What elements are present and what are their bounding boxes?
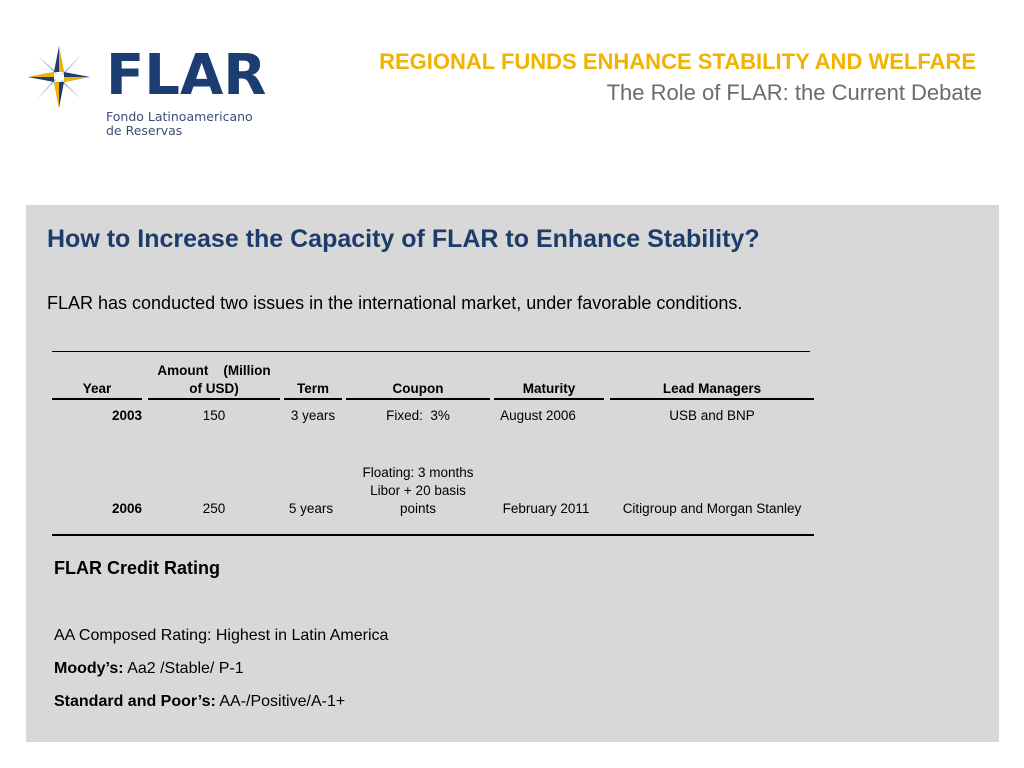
logo-subtitle-line2: de Reservas	[106, 123, 183, 138]
header-amount-line2: of USD)	[189, 381, 239, 396]
row2-maturity: February 2011	[502, 501, 590, 516]
header-rule-lead-managers	[610, 398, 814, 400]
compass-star-icon	[28, 46, 90, 108]
header-coupon: Coupon	[392, 381, 444, 396]
header-rule-year	[52, 398, 142, 400]
row1-lead-managers: USB and BNP	[669, 408, 755, 423]
section-heading: How to Increase the Capacity of FLAR to …	[47, 225, 760, 253]
row2-lead-managers: Citigroup and Morgan Stanley	[622, 501, 802, 516]
composed-rating: AA Composed Rating: Highest in Latin Ame…	[54, 627, 389, 644]
flar-logo: FLAR Fondo Latinoamericano de Reservas	[26, 44, 266, 144]
row2-coupon-line2: Libor + 20 basis	[370, 483, 466, 498]
sp-value: AA-/Positive/A-1+	[215, 693, 346, 710]
row2-term: 5 years	[288, 501, 334, 516]
intro-text: FLAR has conducted two issues in the int…	[47, 293, 743, 313]
content-panel: How to Increase the Capacity of FLAR to …	[26, 205, 999, 742]
header-term: Term	[296, 381, 329, 396]
header-lead-managers: Lead Managers	[662, 381, 762, 396]
logo-wordmark: FLAR	[106, 43, 267, 108]
row1-term: 3 years	[290, 408, 336, 423]
table-top-rule	[52, 351, 810, 352]
header-amount-line1: Amount (Million	[157, 363, 271, 378]
table-bottom-rule	[52, 534, 814, 536]
header-rule-amount	[148, 398, 280, 400]
slide-title: REGIONAL FUNDS ENHANCE STABILITY AND WEL…	[379, 49, 976, 74]
sp-label: Standard and Poor’s:	[54, 693, 216, 710]
logo-subtitle-line1: Fondo Latinoamericano	[106, 109, 253, 124]
row2-amount: 250	[202, 501, 226, 516]
header-rule-term	[284, 398, 342, 400]
moodys-label: Moody’s:	[54, 660, 124, 677]
moodys-value: Aa2 /Stable/ P-1	[123, 660, 244, 677]
sp-rating: Standard and Poor’s: AA-/Positive/A-1+	[54, 693, 345, 711]
header-rule-coupon	[346, 398, 490, 400]
moodys-rating: Moody’s: Aa2 /Stable/ P-1	[54, 660, 244, 678]
row1-year: 2003	[111, 408, 142, 423]
row2-coupon-line3: points	[399, 501, 437, 516]
header-maturity: Maturity	[522, 381, 576, 396]
row1-maturity: August 2006	[500, 408, 576, 423]
header-year: Year	[82, 381, 112, 396]
row1-amount: 150	[202, 408, 226, 423]
slide-subtitle: The Role of FLAR: the Current Debate	[606, 80, 982, 105]
row2-coupon-line1: Floating: 3 months	[362, 465, 474, 480]
row1-coupon: Fixed: 3%	[386, 408, 450, 423]
row2-year: 2006	[111, 501, 142, 516]
header-rule-maturity	[494, 398, 604, 400]
credit-rating-heading: FLAR Credit Rating	[54, 558, 220, 578]
